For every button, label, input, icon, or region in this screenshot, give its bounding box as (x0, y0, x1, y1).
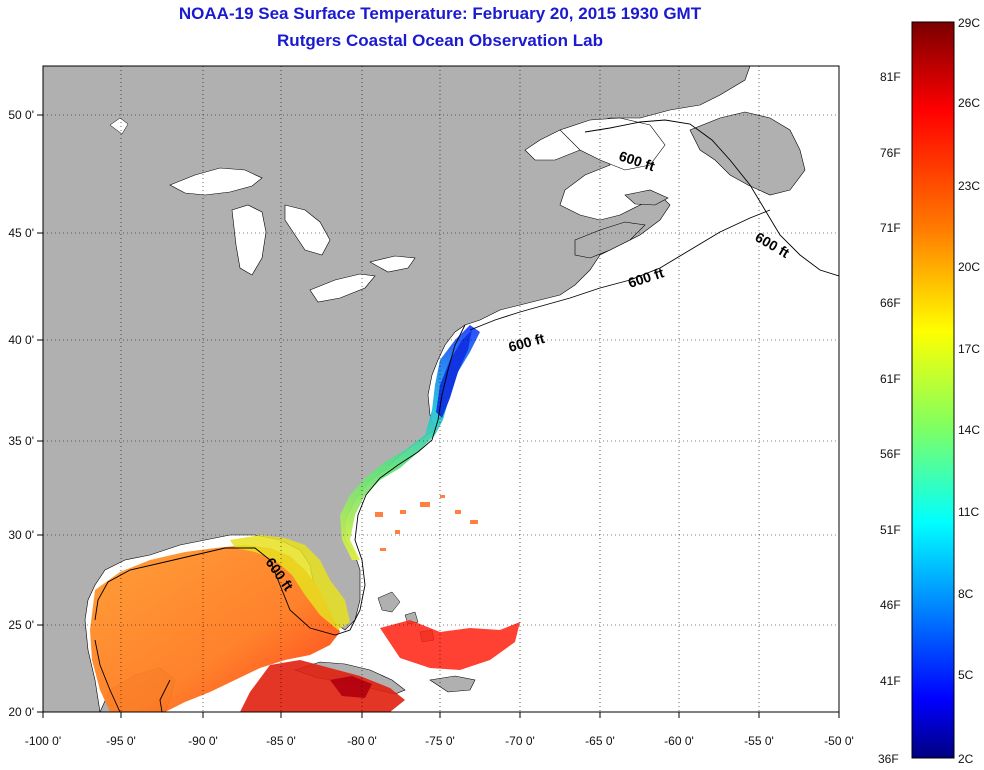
colorbar-c-tick: 26C (958, 96, 980, 110)
colorbar-f-tick: 81F (880, 70, 901, 84)
colorbar-f-tick: 56F (880, 447, 901, 461)
colorbar-f-tick: 46F (880, 598, 901, 612)
map-area: 600 ft 600 ft 600 ft 600 ft 600 ft (43, 66, 839, 712)
colorbar-c-tick: 20C (958, 260, 980, 274)
lon-label: -75 0' (425, 734, 455, 748)
lon-label: -95 0' (106, 734, 136, 748)
lat-label: 25 0' (8, 618, 34, 632)
lake-huron (284, 204, 331, 256)
hispaniola-land (429, 675, 476, 693)
nova-scotia-land (574, 221, 646, 259)
lon-label: -55 0' (744, 734, 774, 748)
lon-label: -90 0' (188, 734, 218, 748)
colorbar-f-tick: 41F (880, 674, 901, 688)
colorbar-f-tick: 61F (880, 372, 901, 386)
longitude-labels: -100 0' -95 0' -90 0' -85 0' -80 0' -75 … (25, 734, 854, 748)
colorbar-c-tick: 14C (958, 423, 980, 437)
map-subtitle: Rutgers Coastal Ocean Observation Lab (277, 31, 603, 50)
colorbar-top-c: 29C (958, 16, 980, 30)
prince-edward-land (624, 189, 669, 206)
gulf-st-lawrence (559, 117, 666, 171)
axis-ticks (37, 114, 840, 718)
colorbar-gradient (911, 21, 955, 759)
colorbar-c-tick: 11C (958, 505, 979, 519)
latitude-labels: 50 0' 45 0' 40 0' 35 0' 30 0' 25 0' 20 0… (8, 108, 34, 719)
lake-michigan (231, 204, 267, 276)
lat-label: 20 0' (8, 705, 34, 719)
gulf-sst-field (90, 545, 340, 712)
lon-label: -70 0' (505, 734, 535, 748)
isobath-contours (94, 119, 839, 712)
colorbar-f-tick: 66F (880, 296, 901, 310)
lat-label: 45 0' (8, 226, 34, 240)
scattered-sst-patches (375, 495, 478, 551)
lon-label: -50 0' (824, 734, 854, 748)
colorbar-c-tick: 5C (958, 668, 974, 682)
lon-label: -80 0' (347, 734, 377, 748)
lat-label: 30 0' (8, 528, 34, 542)
newfoundland-land (689, 111, 806, 196)
north-america-land (43, 66, 751, 712)
colorbar-f-tick: 51F (880, 523, 901, 537)
lon-label: -85 0' (266, 734, 296, 748)
bahamas-sst-red (380, 620, 520, 670)
lake-winnipeg-small (109, 117, 129, 135)
lake-erie (309, 273, 376, 303)
lon-label: -65 0' (585, 734, 615, 748)
lake-ontario (369, 255, 416, 273)
map-border (42, 65, 840, 713)
colorbar-f-tick: 76F (880, 146, 901, 160)
gulf-shelf-yellow (230, 535, 350, 630)
mid-atlantic-blue (436, 330, 472, 418)
colorbar-c-tick: 17C (958, 342, 980, 356)
colorbar: 29C 2C 36F 81F 76F 71F 66F 61F 56F 51F 4… (878, 16, 980, 766)
graticule (43, 66, 839, 712)
colorbar-bottom-f: 36F (878, 752, 899, 766)
lake-superior (169, 167, 263, 196)
colorbar-c-tick: 8C (958, 587, 974, 601)
lon-label: -60 0' (664, 734, 694, 748)
caribbean-sst-darkred (330, 676, 372, 698)
colorbar-c-tick: 23C (958, 179, 980, 193)
lat-label: 40 0' (8, 333, 34, 347)
lat-label: 35 0' (8, 434, 34, 448)
map-title: NOAA-19 Sea Surface Temperature: Februar… (178, 4, 702, 23)
colorbar-bottom-c: 2C (958, 752, 974, 766)
colorbar-f-tick: 71F (880, 221, 901, 235)
lat-label: 50 0' (8, 108, 34, 122)
lon-label: -100 0' (25, 734, 61, 748)
